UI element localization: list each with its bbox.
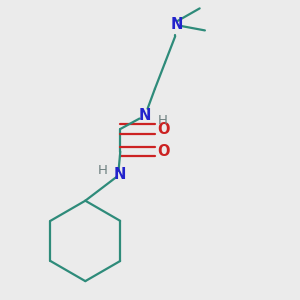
Text: N: N [171, 17, 183, 32]
Text: O: O [158, 144, 170, 159]
Text: N: N [139, 107, 151, 122]
Text: O: O [158, 122, 170, 136]
Text: H: H [98, 164, 108, 178]
Text: N: N [114, 167, 127, 182]
Text: H: H [157, 114, 167, 127]
